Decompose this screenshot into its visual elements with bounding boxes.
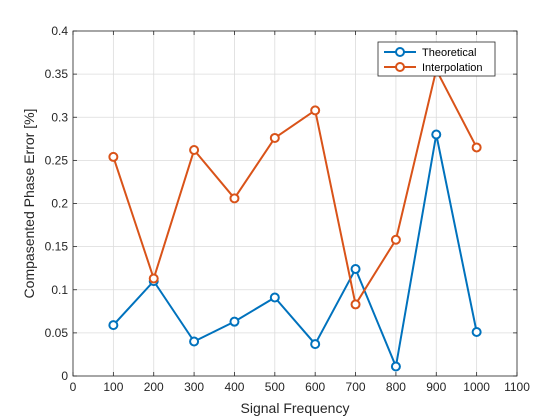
x-tick-labels: 0 100 200 300 400 500 600 700 800 900 1000 1100 <box>70 380 531 394</box>
x-tick-label: 700 <box>346 380 366 394</box>
series-interpolation <box>108 64 482 310</box>
data-point-theoretical <box>189 336 200 347</box>
y-tick-label: 0.2 <box>51 197 68 211</box>
x-tick-label: 1100 <box>504 380 530 394</box>
y-axis-label: Compasented Phase Error [%] <box>21 109 37 299</box>
data-point-theoretical <box>390 361 401 372</box>
series-theoretical <box>108 129 482 372</box>
x-tick-label: 100 <box>103 380 123 394</box>
data-point-interpolation <box>350 299 361 310</box>
data-point-theoretical <box>269 292 280 303</box>
legend-marker-theoretical <box>395 47 405 57</box>
legend-marker-interpolation <box>395 62 405 72</box>
data-point-interpolation <box>189 145 200 156</box>
series-line-theoretical <box>112 133 478 368</box>
x-tick-label: 200 <box>144 380 164 394</box>
data-point-theoretical <box>108 320 119 331</box>
data-point-theoretical <box>350 264 361 275</box>
y-tick-label: 0.4 <box>51 24 68 38</box>
y-tick-label: 0 <box>61 369 68 383</box>
data-point-interpolation <box>269 132 280 143</box>
data-point-interpolation <box>148 273 159 284</box>
data-point-interpolation <box>310 105 321 116</box>
data-point-interpolation <box>390 234 401 245</box>
x-tick-label: 1000 <box>463 380 490 394</box>
x-tick-label: 400 <box>224 380 244 394</box>
x-axis-label: Signal Frequency <box>241 400 350 416</box>
x-tick-label: 900 <box>426 380 446 394</box>
y-tick-label: 0.25 <box>45 153 69 167</box>
data-point-theoretical <box>229 316 240 327</box>
data-point-interpolation <box>229 193 240 204</box>
y-tick-labels: 0 0.05 0.1 0.15 0.2 0.25 0.3 0.35 0.4 <box>45 24 69 383</box>
data-point-theoretical <box>431 129 442 140</box>
y-tick-label: 0.05 <box>45 326 69 340</box>
legend-label-theoretical: Theoretical <box>422 47 476 59</box>
x-tick-label: 600 <box>305 380 325 394</box>
y-tick-label: 0.15 <box>45 240 69 254</box>
series-line-interpolation <box>112 68 478 306</box>
data-point-theoretical <box>471 327 482 338</box>
data-point-interpolation <box>108 151 119 162</box>
x-tick-label: 0 <box>70 380 77 394</box>
y-tick-label: 0.1 <box>51 283 68 297</box>
x-tick-label: 500 <box>265 380 285 394</box>
data-point-interpolation <box>471 142 482 153</box>
legend-label-interpolation: Interpolation <box>422 62 483 74</box>
y-tick-label: 0.35 <box>45 67 69 81</box>
data-point-theoretical <box>310 339 321 350</box>
plot-frame <box>72 30 518 377</box>
legend-entry-theoretical: Theoretical <box>384 47 476 59</box>
series <box>108 64 482 372</box>
x-tick-label: 300 <box>184 380 204 394</box>
y-tick-label: 0.3 <box>51 110 68 124</box>
legend-entry-interpolation: Interpolation <box>384 62 483 74</box>
legend: Theoretical Interpolation <box>377 41 496 77</box>
x-tick-label: 800 <box>386 380 406 394</box>
